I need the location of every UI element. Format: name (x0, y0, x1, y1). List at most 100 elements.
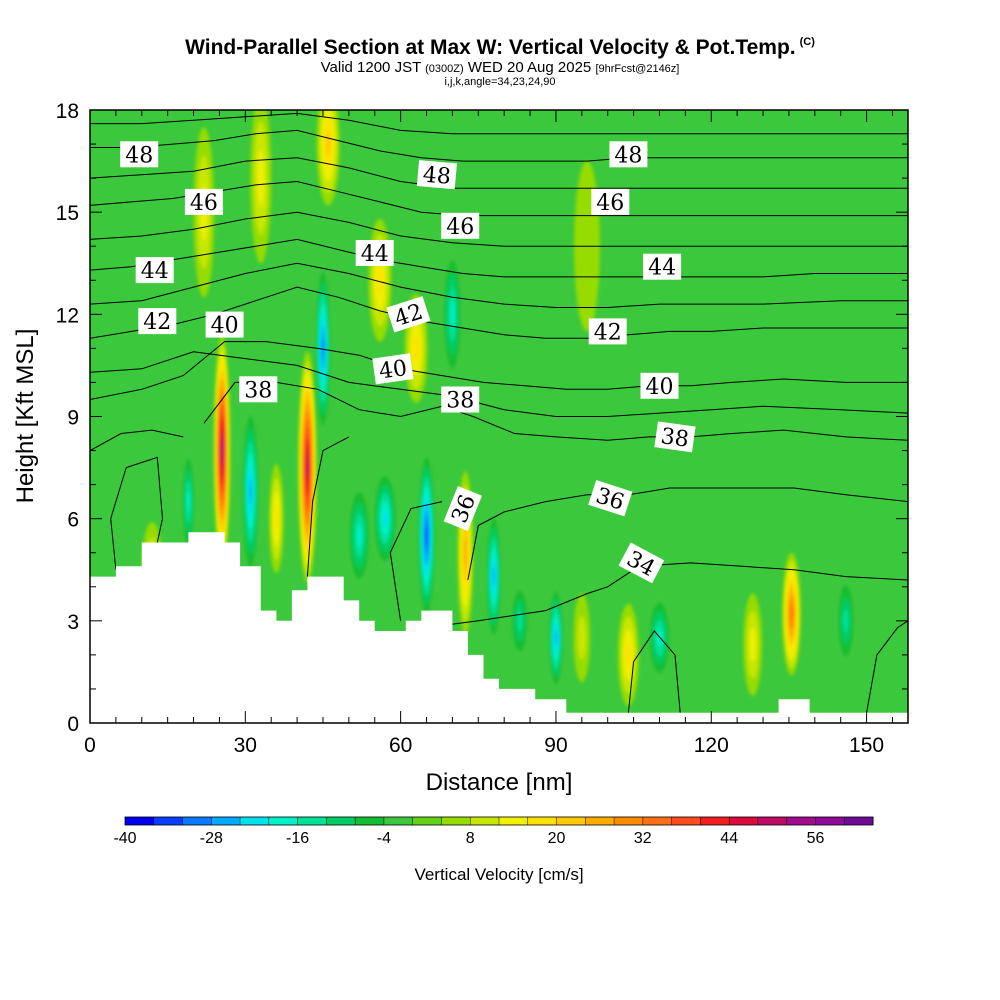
velocity-cell (316, 110, 340, 206)
contour-label-text: 38 (244, 378, 272, 403)
contour-label-bg (643, 253, 682, 280)
contour-label-38: 38 (654, 421, 696, 453)
theta-contour-44 (90, 238, 908, 278)
colorbar-tick-label: -4 (377, 830, 391, 847)
y-tick-label: 18 (56, 100, 79, 123)
colorbar-title: Vertical Velocity [cm/s] (414, 865, 583, 884)
velocity-cell (647, 593, 672, 683)
contour-label-text: 46 (596, 191, 624, 216)
colorbar-swatch (499, 817, 529, 825)
contour-label-48: 48 (120, 141, 159, 168)
contour-label-48: 48 (416, 160, 457, 190)
valid-date: WED 20 Aug 2025 (467, 59, 592, 76)
velocity-cell (743, 593, 762, 696)
contour-label-bg (386, 296, 431, 333)
contour-label-42: 42 (588, 318, 627, 345)
velocity-cell (181, 447, 196, 557)
y-axis-title: Height [Kft MSL] (12, 329, 39, 504)
velocity-band (274, 505, 279, 533)
contour-label-bg (591, 188, 630, 215)
contour-label-40: 40 (372, 353, 414, 385)
theta-contour-48 (90, 129, 908, 162)
velocity-band (656, 628, 662, 647)
velocity-band (749, 627, 756, 662)
valid-prefix: Valid 1200 JST (320, 59, 421, 76)
velocity-band (464, 539, 467, 567)
theta-contour-minor (306, 436, 350, 577)
colorbar-swatch (671, 817, 701, 825)
theta-contour-minor (627, 630, 681, 713)
theta-contour-minor (389, 501, 443, 621)
colorbar-swatch (153, 817, 184, 825)
velocity-cell (372, 467, 399, 570)
colorbar-swatch (355, 817, 385, 825)
velocity-cell (368, 218, 392, 342)
contour-label-38: 38 (239, 376, 278, 403)
contour-label-bg (640, 372, 679, 399)
velocity-cell (417, 447, 436, 625)
theta-contour-minor (90, 157, 908, 189)
contour-label-text: 40 (378, 356, 409, 385)
contour-label-48: 48 (609, 141, 648, 168)
contour-label-bg (618, 542, 665, 584)
colorbar-tick-label: 8 (466, 830, 475, 847)
contour-label-text: 38 (659, 424, 690, 453)
theta-contour-minor (90, 262, 908, 308)
velocity-band (382, 510, 388, 528)
velocity-cell (269, 464, 284, 574)
theta-contour-minor (90, 429, 184, 452)
theta-contour-minor (110, 456, 164, 570)
velocity-band (790, 606, 793, 622)
colorbar-swatch (786, 817, 816, 825)
velocity-band (577, 615, 586, 660)
velocity-cell (547, 583, 565, 693)
velocity-cell (485, 508, 503, 645)
theta-contour-38 (203, 381, 908, 441)
contour-label-bg (184, 188, 223, 215)
contour-label-text: 40 (646, 375, 674, 400)
colorbar-swatch (844, 817, 874, 825)
contour-label-bg (120, 141, 159, 168)
velocity-cell (573, 593, 591, 683)
grid-params: i,j,k,angle=34,23,24,90 (444, 76, 556, 88)
contour-label-text: 48 (125, 143, 153, 168)
colorbar-tick-label: -16 (286, 830, 309, 847)
theta-contour-40 (90, 341, 908, 400)
colorbar-swatch (527, 817, 558, 825)
copyright-mark: (C) (799, 36, 815, 48)
colorbar-tick-label: -40 (113, 830, 136, 847)
y-tick-label: 3 (67, 611, 79, 634)
forecast-info: [9hrFcst@2146z] (595, 63, 680, 75)
colorbar: -40 -28 -16 -4 8 20 32 44 56 (113, 816, 874, 847)
contour-label-text: 48 (422, 163, 452, 190)
colorbar-swatch (240, 817, 270, 825)
colorbar-swatch (614, 817, 644, 825)
valid-utc: (0300Z) (425, 63, 464, 75)
contour-label-bg (239, 376, 278, 403)
y-tick-label: 6 (67, 509, 79, 532)
contour-label-text: 42 (143, 310, 171, 335)
x-tick-label: 30 (234, 734, 257, 757)
contour-label-bg (205, 311, 244, 338)
colorbar-tick-label: -28 (200, 830, 223, 847)
contour-label-bg (135, 257, 174, 284)
velocity-band (843, 608, 849, 633)
contour-label-bg (441, 386, 480, 413)
contour-label-bg (443, 486, 482, 531)
velocity-band (325, 131, 331, 157)
colorbar-swatch (383, 817, 414, 825)
colorbar-tick-label: 20 (548, 830, 566, 847)
contour-label-42: 42 (386, 296, 431, 333)
theta-contour-minor (90, 112, 908, 135)
colorbar-swatch (700, 817, 730, 825)
contour-label-40: 40 (205, 311, 244, 339)
theta-contour-34 (389, 562, 908, 663)
theta-contour-minor (866, 620, 908, 713)
contour-label-46: 46 (441, 212, 480, 240)
contour-label-44: 44 (355, 240, 394, 267)
velocity-band (492, 566, 496, 587)
y-tick-label: 15 (56, 202, 79, 225)
x-tick-label: 60 (389, 734, 412, 757)
x-tick-label: 90 (544, 734, 567, 757)
